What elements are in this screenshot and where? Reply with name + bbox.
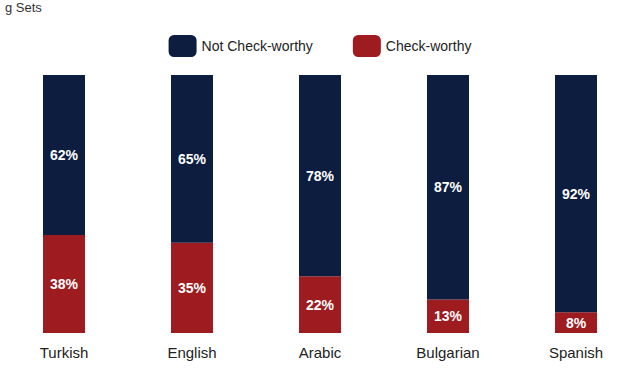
svg-text:78%: 78%	[306, 168, 335, 184]
svg-text:35%: 35%	[178, 280, 207, 296]
svg-text:Not Check-worthy: Not Check-worthy	[202, 38, 313, 54]
svg-text:22%: 22%	[306, 297, 335, 313]
svg-text:92%: 92%	[562, 186, 591, 202]
svg-text:87%: 87%	[434, 179, 463, 195]
svg-text:Check-worthy: Check-worthy	[386, 38, 472, 54]
svg-text:8%: 8%	[566, 315, 587, 331]
svg-text:Turkish: Turkish	[40, 344, 89, 361]
svg-text:62%: 62%	[50, 147, 79, 163]
svg-text:65%: 65%	[178, 151, 207, 167]
svg-text:Spanish: Spanish	[549, 344, 603, 361]
svg-text:38%: 38%	[50, 276, 79, 292]
svg-text:Arabic: Arabic	[299, 344, 342, 361]
svg-text:Bulgarian: Bulgarian	[416, 344, 479, 361]
svg-text:13%: 13%	[434, 308, 463, 324]
svg-text:g Sets: g Sets	[5, 0, 42, 15]
svg-text:English: English	[167, 344, 216, 361]
